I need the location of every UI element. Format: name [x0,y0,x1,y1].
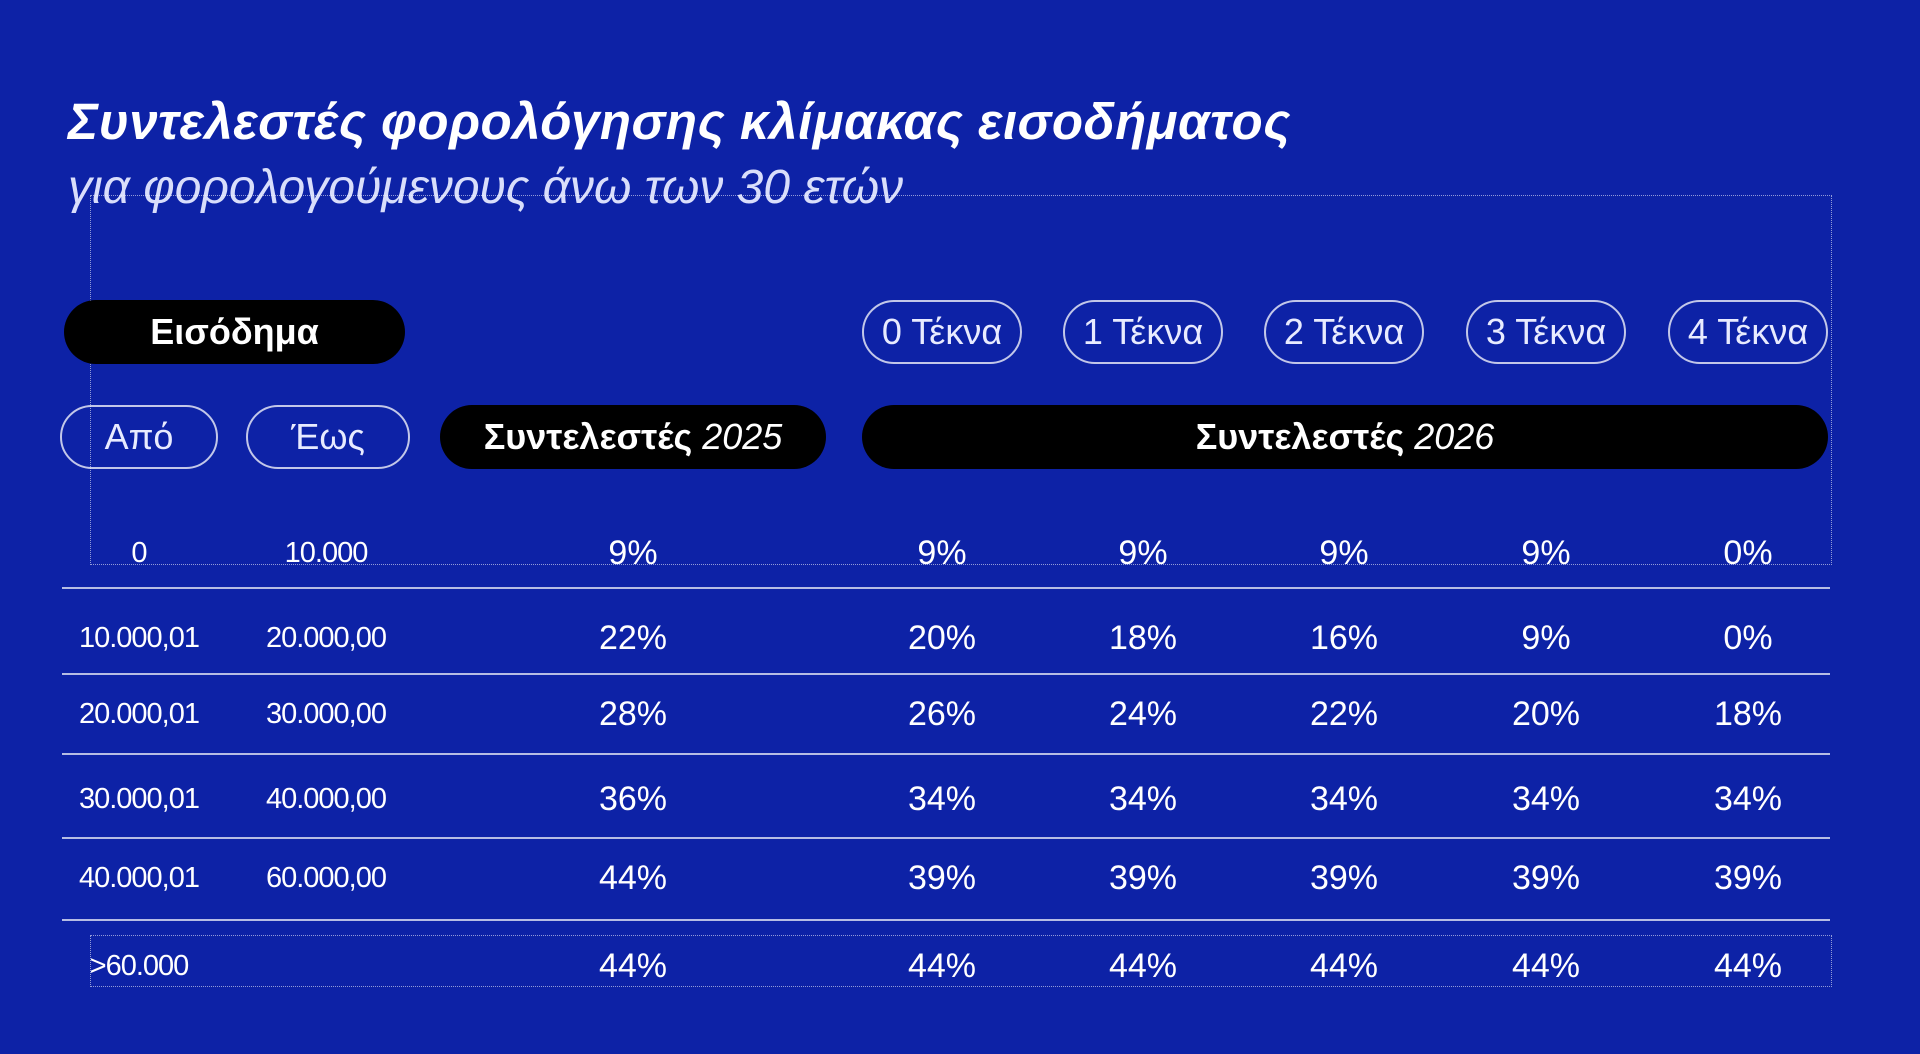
income-to-cell: 60.000,00 [265,861,387,894]
rate-2026-cell: 39% [907,858,977,897]
table-row: 10.000,01 20.000,00 22% 20% 18% 16% 9% 0… [62,603,1830,673]
income-from-cell: 0 [131,536,147,569]
income-from-cell: >60.000 [89,949,190,982]
income-from-cell: 30.000,01 [78,782,200,815]
rates-2026-header: Συντελεστές 2026 [862,405,1828,469]
rate-2026-cell: 0% [1723,533,1773,572]
rate-2026-cell: 9% [1118,533,1168,572]
rate-2026-cell: 26% [907,694,977,733]
table-row: 20.000,01 30.000,00 28% 26% 24% 22% 20% … [62,679,1830,749]
rate-2025-cell: 44% [598,946,668,985]
rate-2026-cell: 9% [917,533,967,572]
rate-2025-cell: 9% [608,533,658,572]
rate-2026-cell: 34% [1713,779,1783,818]
children-pill-3: 3 Τέκνα [1466,300,1626,364]
rate-2026-cell: 18% [1108,618,1178,657]
rate-2026-cell: 44% [1511,946,1581,985]
rate-2025-cell: 36% [598,779,668,818]
children-pill-2: 2 Τέκνα [1264,300,1424,364]
rate-2026-cell: 39% [1309,858,1379,897]
children-pill-label: 2 Τέκνα [1283,311,1405,352]
rates-2025-header: Συντελεστές 2025 [440,405,826,469]
children-pill-label: 3 Τέκνα [1485,311,1607,352]
rate-2026-cell: 20% [907,618,977,657]
rate-2026-cell: 34% [1309,779,1379,818]
page-title: Συντελεστές φορολόγησης κλίμακας εισοδήμ… [68,93,1291,150]
rate-2026-cell: 9% [1319,533,1369,572]
income-to-cell: 10.000 [284,536,369,569]
year-2025: 2025 [702,416,783,457]
income-to-cell: 30.000,00 [265,697,387,730]
income-header: Εισόδημα [64,300,405,364]
from-header-label: Από [104,416,174,457]
income-from-cell: 40.000,01 [78,861,200,894]
income-to-cell: 20.000,00 [265,621,387,654]
income-from-cell: 10.000,01 [78,621,200,654]
rate-2026-cell: 24% [1108,694,1178,733]
rates-word: Συντελεστές [483,416,693,457]
row-divider [62,673,1830,675]
rate-2025-cell: 44% [598,858,668,897]
to-header-label: Έως [291,416,365,457]
rates-word: Συντελεστές [1195,416,1405,457]
income-header-label: Εισόδημα [150,311,319,352]
row-divider [62,753,1830,755]
rate-2025-cell: 22% [598,618,668,657]
table-row: 0 10.000 9% 9% 9% 9% 9% 0% [62,518,1830,588]
year-2026: 2026 [1414,416,1495,457]
children-pill-label: 4 Τέκνα [1687,311,1809,352]
rate-2026-cell: 16% [1309,618,1379,657]
table-row: 40.000,01 60.000,00 44% 39% 39% 39% 39% … [62,843,1830,913]
income-from-cell: 20.000,01 [78,697,200,730]
rate-2026-cell: 18% [1713,694,1783,733]
table-row: >60.000 44% 44% 44% 44% 44% 44% [62,931,1830,1001]
income-to-cell [244,931,408,1001]
rate-2026-cell: 9% [1521,533,1571,572]
children-pill-1: 1 Τέκνα [1063,300,1223,364]
rate-2026-cell: 44% [1108,946,1178,985]
row-divider [62,837,1830,839]
children-pill-label: 1 Τέκνα [1082,311,1204,352]
rate-2025-cell: 28% [598,694,668,733]
from-header: Από [60,405,218,469]
rate-2026-cell: 0% [1723,618,1773,657]
rate-2026-cell: 34% [1108,779,1178,818]
children-pill-0: 0 Τέκνα [862,300,1022,364]
rate-2026-cell: 44% [1713,946,1783,985]
row-divider [62,919,1830,921]
table-row: 30.000,01 40.000,00 36% 34% 34% 34% 34% … [62,764,1830,834]
rate-2026-cell: 20% [1511,694,1581,733]
rate-2026-cell: 44% [1309,946,1379,985]
rate-2026-cell: 22% [1309,694,1379,733]
to-header: Έως [246,405,410,469]
rate-2026-cell: 39% [1511,858,1581,897]
rate-2026-cell: 34% [907,779,977,818]
children-pill-label: 0 Τέκνα [881,311,1003,352]
income-to-cell: 40.000,00 [265,782,387,815]
children-pill-4: 4 Τέκνα [1668,300,1828,364]
rate-2026-cell: 39% [1108,858,1178,897]
rate-2026-cell: 44% [907,946,977,985]
rate-2026-cell: 9% [1521,618,1571,657]
guide-frame-top [90,195,1832,565]
page-subtitle: για φορολογούμενους άνω των 30 ετών [68,161,904,214]
row-divider [62,587,1830,589]
rate-2026-cell: 34% [1511,779,1581,818]
rate-2026-cell: 39% [1713,858,1783,897]
